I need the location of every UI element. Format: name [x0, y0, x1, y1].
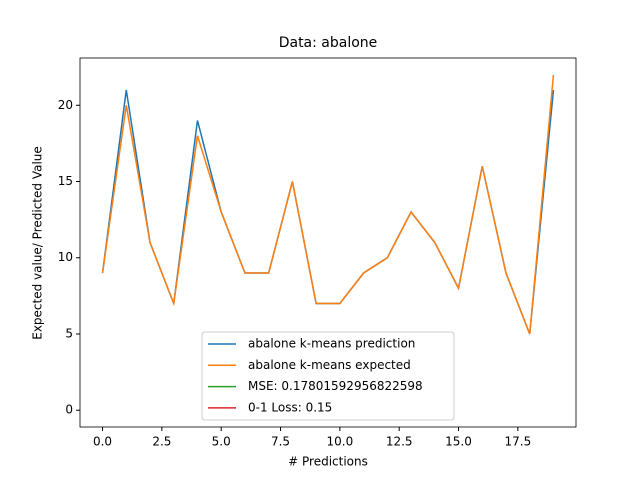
- x-tick-label: 5.0: [212, 435, 231, 449]
- x-tick-label: 10.0: [327, 435, 354, 449]
- axes-frame: [79, 57, 577, 428]
- legend-label: abalone k-means prediction: [248, 337, 415, 351]
- x-tick-label: 0.0: [93, 435, 112, 449]
- y-tick-label: 15: [58, 174, 73, 188]
- x-axis-label: # Predictions: [288, 455, 368, 469]
- chart-title: Data: abalone: [279, 35, 378, 51]
- y-tick-label: 5: [65, 326, 73, 340]
- x-tick-label: 7.5: [271, 435, 290, 449]
- x-tick-label: 12.5: [386, 435, 413, 449]
- legend-label: 0-1 Loss: 0.15: [248, 400, 332, 414]
- legend-label: abalone k-means expected: [248, 358, 411, 372]
- y-axis-label: Expected value/ Predicted Value: [31, 146, 45, 340]
- x-tick-label: 15.0: [445, 435, 472, 449]
- x-tick-label: 2.5: [152, 435, 171, 449]
- x-tick-label: 17.5: [504, 435, 531, 449]
- y-tick-label: 10: [58, 250, 73, 264]
- legend-box: [201, 331, 455, 421]
- y-tick-label: 20: [58, 98, 73, 112]
- legend-label: MSE: 0.17801592956822598: [248, 379, 423, 393]
- y-tick-label: 0: [65, 403, 73, 417]
- data-line: [101, 74, 555, 335]
